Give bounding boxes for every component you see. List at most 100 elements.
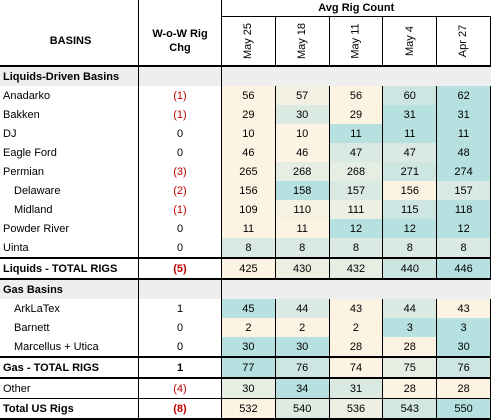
week-header-label: May 11	[349, 23, 362, 59]
rig-count-cell: 47	[382, 143, 438, 162]
rig-count-cell: 430	[275, 257, 330, 280]
basin-name: Other	[0, 378, 139, 399]
rig-count-cell: 48	[436, 143, 491, 162]
rig-count-cell: 29	[221, 105, 276, 124]
section-header-row: Gas Basins	[0, 278, 491, 299]
rig-count-cell: 30	[275, 337, 330, 357]
rig-count-cell: 30	[221, 378, 276, 399]
basin-row: Permian (3) 265 268 268 271 274	[0, 162, 491, 181]
basin-row: Delaware (2) 156 158 157 156 157	[0, 181, 491, 200]
basin-row: Marcellus + Utica 0 30 30 28 28 30	[0, 337, 491, 357]
header-row: BASINS W-o-W Rig Chg May 25 May 18 May 1…	[0, 16, 491, 67]
wow-change: 0	[138, 238, 222, 258]
rig-count-cell: 440	[382, 257, 438, 280]
rig-count-cell: 30	[221, 337, 276, 357]
rig-count-cell: 11	[436, 124, 491, 143]
basin-name: Uinta	[0, 238, 139, 258]
rig-count-cell: 12	[382, 219, 438, 238]
rig-count-cell: 11	[275, 219, 330, 238]
wow-change: (1)	[138, 86, 222, 105]
basins-heading: BASINS	[0, 16, 139, 67]
rig-count-cell: 157	[329, 181, 384, 200]
rig-count-cell: 268	[329, 162, 384, 181]
rig-count-cell: 543	[382, 398, 438, 420]
wow-chg-heading: W-o-W Rig Chg	[138, 16, 222, 67]
week-header: May 18	[275, 16, 330, 67]
rig-count-cell: 446	[436, 257, 491, 280]
total-row: Liquids - TOTAL RIGS (5) 425 430 432 440 446	[0, 257, 491, 280]
basin-name: Eagle Ford	[0, 143, 139, 162]
basin-row: Powder River 0 11 11 12 12 12	[0, 219, 491, 238]
rig-count-cell: 118	[436, 200, 491, 219]
wow-chg-heading-line2: Chg	[169, 41, 191, 54]
rig-count-cell: 11	[382, 124, 438, 143]
rig-count-cell: 11	[221, 219, 276, 238]
basin-row: DJ 0 10 10 11 11 11	[0, 124, 491, 143]
rig-count-cell: 271	[382, 162, 438, 181]
rig-count-cell: 12	[436, 219, 491, 238]
wow-chg-heading-line1: W-o-W Rig	[152, 27, 208, 40]
rig-count-cell: 425	[221, 257, 276, 280]
rig-count-cell: 536	[329, 398, 384, 420]
rig-count-cell: 76	[436, 356, 491, 379]
rig-count-cell: 432	[329, 257, 384, 280]
rig-count-cell: 11	[329, 124, 384, 143]
rig-count-cell: 56	[329, 86, 384, 105]
rig-count-cell: 8	[275, 238, 330, 258]
basin-name: Gas - TOTAL RIGS	[0, 356, 139, 379]
rig-count-cell: 43	[329, 299, 384, 318]
basin-name: Powder River	[0, 219, 139, 238]
rig-count-cell: 77	[221, 356, 276, 379]
basin-name: Total US Rigs	[0, 398, 139, 420]
wow-change: 1	[138, 299, 222, 318]
total-row: Gas - TOTAL RIGS 1 77 76 74 75 76	[0, 356, 491, 379]
rig-count-cell: 156	[221, 181, 276, 200]
wow-change: (5)	[138, 257, 222, 280]
section-title: Gas Basins	[0, 278, 139, 299]
basin-name: Midland	[0, 200, 139, 219]
rig-count-cell: 45	[221, 299, 276, 318]
rig-count-cell: 268	[275, 162, 330, 181]
basin-name: Permian	[0, 162, 139, 181]
rig-count-cell: 43	[436, 299, 491, 318]
rig-count-cell: 31	[436, 105, 491, 124]
wow-change: (1)	[138, 105, 222, 124]
basin-name: Delaware	[0, 181, 139, 200]
basin-row: Bakken (1) 29 30 29 31 31	[0, 105, 491, 124]
wow-change: (2)	[138, 181, 222, 200]
basin-row: Midland (1) 109 110 111 115 118	[0, 200, 491, 219]
rig-count-cell: 550	[436, 398, 491, 420]
section-title: Liquids-Driven Basins	[0, 65, 139, 86]
rig-count-cell: 115	[382, 200, 438, 219]
wow-change: (8)	[138, 398, 222, 420]
rig-count-cell: 111	[329, 200, 384, 219]
basin-row: Barnett 0 2 2 2 3 3	[0, 318, 491, 337]
wow-change: (4)	[138, 378, 222, 399]
rig-count-cell: 29	[329, 105, 384, 124]
wow-change: 0	[138, 318, 222, 337]
week-header-label: May 25	[242, 22, 255, 60]
rig-count-cell: 158	[275, 181, 330, 200]
rig-count-cell: 8	[221, 238, 276, 258]
rig-count-cell: 2	[329, 318, 384, 337]
rig-count-cell: 56	[221, 86, 276, 105]
week-header-label: May 18	[296, 22, 309, 60]
rig-count-cell: 2	[221, 318, 276, 337]
rig-count-cell: 44	[382, 299, 438, 318]
basin-name: Liquids - TOTAL RIGS	[0, 257, 139, 280]
rig-count-cell: 157	[436, 181, 491, 200]
rig-count-cell: 532	[221, 398, 276, 420]
rig-count-cell: 60	[382, 86, 438, 105]
rig-count-cell: 28	[436, 378, 491, 399]
rig-count-cell: 265	[221, 162, 276, 181]
rig-count-cell: 47	[329, 143, 384, 162]
other-row: Other (4) 30 34 31 28 28	[0, 378, 491, 399]
rig-count-cell: 31	[329, 378, 384, 399]
rig-count-cell: 10	[275, 124, 330, 143]
rig-count-cell: 46	[221, 143, 276, 162]
basin-row: ArkLaTex 1 45 44 43 44 43	[0, 299, 491, 318]
week-header: May 4	[382, 16, 438, 67]
rig-count-cell: 540	[275, 398, 330, 420]
wow-change: 0	[138, 219, 222, 238]
basin-row: Anadarko (1) 56 57 56 60 62	[0, 86, 491, 105]
